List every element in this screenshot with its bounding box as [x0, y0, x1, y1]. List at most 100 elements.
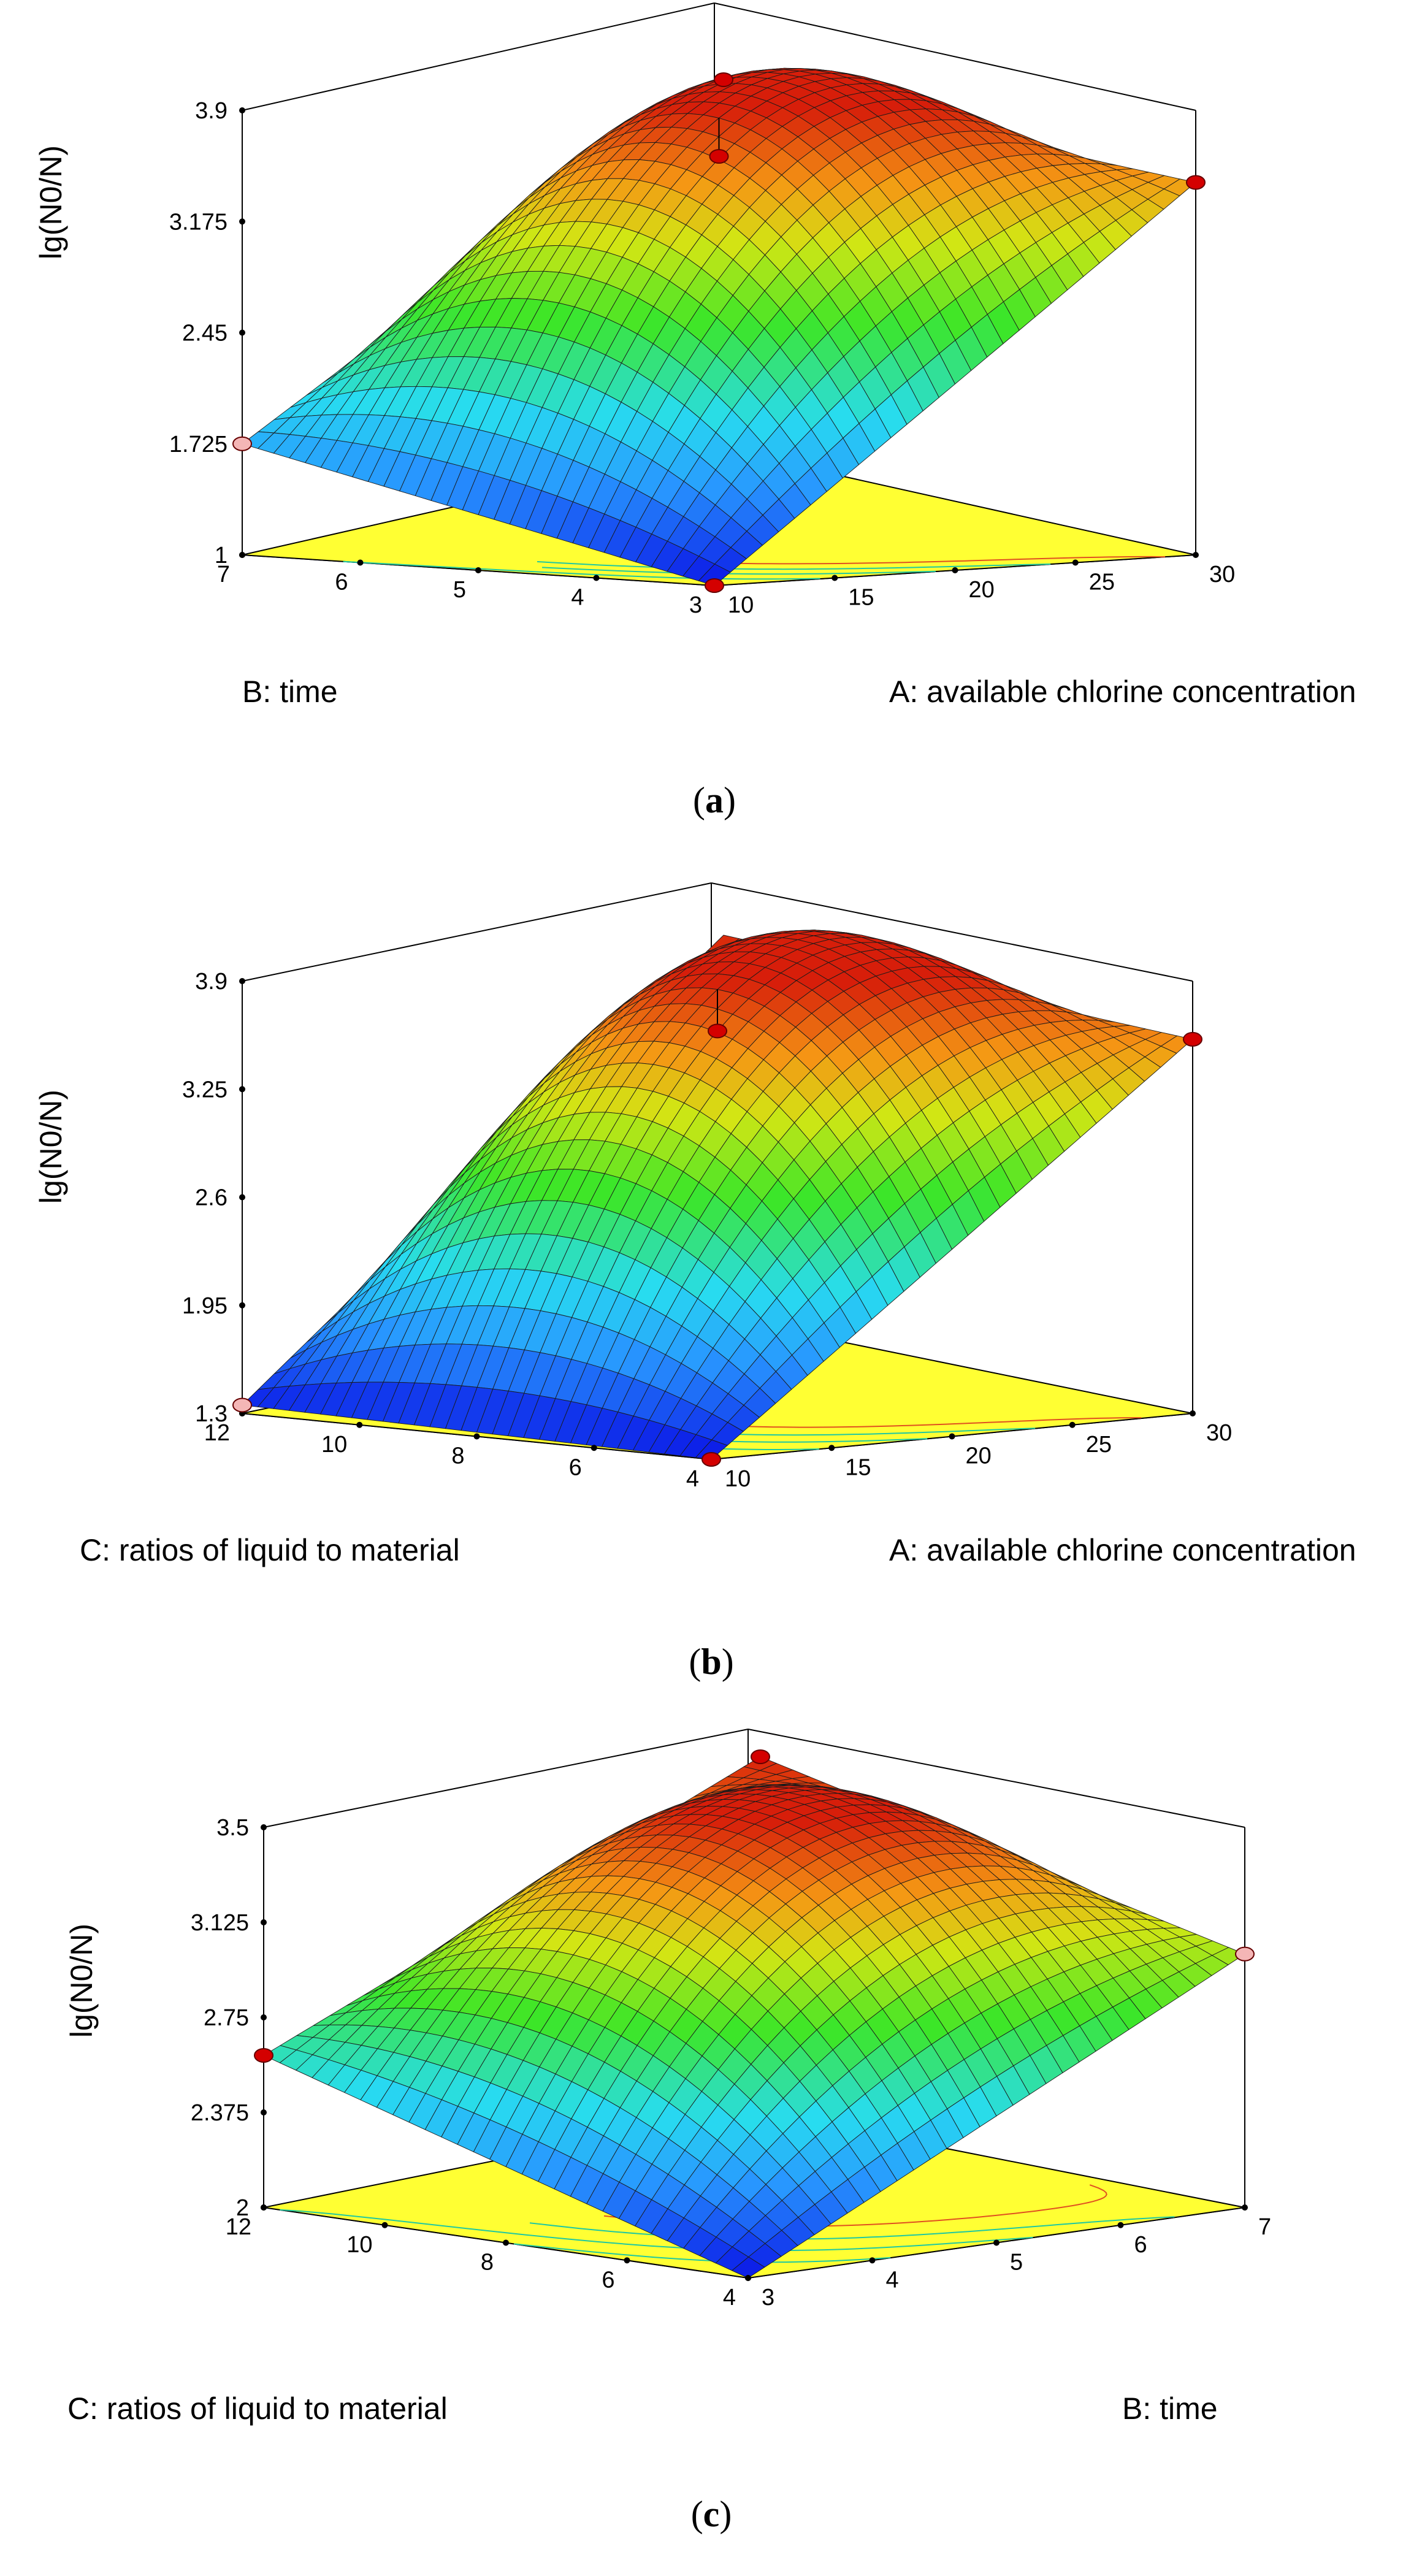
box-edge	[711, 882, 1193, 982]
box-edge	[714, 2, 1196, 111]
z-tick-label: 2.75	[204, 2005, 249, 2031]
y-tick-label: 5	[453, 577, 466, 603]
y-tick-mark	[593, 575, 600, 581]
z-tick-label: 3.25	[182, 1077, 227, 1103]
response-surface	[242, 930, 1193, 1460]
x-tick-label: 5	[1010, 2250, 1023, 2276]
z-tick-label: 1.3	[195, 1401, 227, 1427]
design-point	[232, 436, 252, 451]
z-tick-mark	[261, 1919, 267, 1925]
design-point	[1186, 175, 1206, 190]
design-points	[232, 989, 1202, 1467]
design-point	[232, 1397, 252, 1413]
y-tick-mark	[503, 2239, 509, 2246]
x-tick-mark	[869, 2257, 876, 2264]
y-axis-label: C: ratios of liquid to material	[80, 1533, 460, 1567]
y-tick-label: 3	[689, 592, 702, 618]
chart-panel-a: 10 15 20 25 30 3 4 5 6 7 1 1.725 2.45 3.175 3.9 A: avai…	[0, 0, 1422, 858]
x-axis-ticks: 3 4 5 6 7	[745, 2204, 1271, 2310]
x-tick-mark	[831, 575, 838, 581]
x-axis-label: B: time	[1122, 2391, 1218, 2426]
y-tick-label: 4	[571, 585, 584, 611]
x-tick-mark	[1242, 2204, 1248, 2211]
caption-paren-open: (	[689, 1642, 701, 1682]
z-tick-label: 1	[215, 543, 227, 568]
y-tick-label: 4	[686, 1466, 699, 1492]
y-tick-mark	[381, 2222, 388, 2228]
y-tick-label: 8	[451, 1443, 464, 1469]
x-tick-label: 6	[1134, 2232, 1147, 2258]
x-tick-mark	[1193, 552, 1199, 558]
design-points	[254, 1749, 1255, 2063]
caption-paren-close: )	[719, 2494, 732, 2534]
y-tick-label: 10	[346, 2232, 372, 2258]
y-tick-mark	[745, 2275, 751, 2281]
box-edge	[747, 1729, 1245, 1828]
z-tick-mark	[239, 1194, 245, 1201]
chart-panel-c: 3 4 5 6 7 4 6 8 10 12 2 2.375 2.75 3.125 3.5 B: time C: …	[0, 1717, 1422, 2576]
box-edge	[263, 1729, 749, 1828]
z-axis-label: lg(N0/N)	[34, 1090, 68, 1204]
design-point	[701, 1452, 721, 1467]
x-tick-label: 10	[728, 592, 754, 618]
x-tick-label: 30	[1209, 562, 1235, 587]
z-tick-label: 2.45	[182, 321, 227, 346]
y-tick-label: 12	[226, 2214, 251, 2240]
contour-line	[636, 556, 1166, 565]
surface-cell	[695, 1439, 728, 1460]
design-points	[232, 72, 1206, 593]
y-tick-label: 6	[569, 1454, 582, 1480]
z-axis-ticks: 1 1.725 2.45 3.175 3.9	[169, 98, 245, 568]
y-axis-ticks: 3 4 5 6 7	[217, 552, 717, 618]
design-point	[708, 1023, 727, 1039]
caption-paren-open: (	[691, 2494, 703, 2534]
surface-plot-b: 10 15 20 25 30 4 6 8 10 121.3 1.95 2.6 3.25 3.9 A: ava…	[34, 882, 1356, 1682]
z-tick-mark	[239, 218, 245, 225]
y-tick-label: 6	[602, 2267, 614, 2293]
contour-line	[514, 2243, 891, 2263]
x-axis-ticks: 10 15 20 25 30	[708, 1410, 1232, 1492]
z-tick-label: 2	[236, 2195, 249, 2221]
z-tick-mark	[261, 1824, 267, 1830]
z-axis-ticks: 1.3 1.95 2.6 3.25 3.9	[182, 969, 245, 1427]
design-point	[751, 1749, 770, 1764]
x-tick-mark	[993, 2239, 1000, 2246]
z-tick-label: 3.5	[216, 1815, 249, 1841]
caption-paren-open: (	[693, 780, 705, 820]
x-tick-label: 30	[1206, 1420, 1232, 1446]
z-tick-mark	[239, 1086, 245, 1093]
z-tick-mark	[239, 107, 245, 113]
x-tick-label: 25	[1086, 1432, 1112, 1458]
caption-paren-close: )	[724, 780, 736, 820]
design-point	[709, 149, 729, 164]
design-point	[705, 578, 724, 593]
x-tick-label: 3	[762, 2285, 774, 2310]
caption-letter: c	[703, 2494, 720, 2534]
z-tick-label: 3.9	[195, 969, 227, 995]
box-edge	[242, 882, 712, 982]
response-surface	[242, 67, 1196, 586]
x-tick-label: 20	[969, 577, 995, 603]
response-surface	[263, 1756, 1245, 2279]
x-tick-mark	[1190, 1410, 1196, 1416]
y-tick-mark	[591, 1445, 597, 1451]
surface-cell	[698, 564, 732, 586]
z-tick-mark	[239, 552, 245, 558]
y-tick-mark	[624, 2257, 630, 2264]
panel-caption: (a)	[693, 780, 736, 820]
y-tick-mark	[356, 1421, 363, 1428]
z-tick-mark	[239, 1302, 245, 1309]
x-tick-label: 20	[966, 1443, 992, 1469]
panel-caption: (b)	[689, 1642, 733, 1682]
x-tick-mark	[949, 1433, 955, 1440]
y-axis-ticks: 4 6 8 10 12	[226, 2204, 751, 2310]
y-tick-label: 8	[481, 2250, 494, 2276]
contour-line	[280, 2209, 1033, 2252]
surface-plot-a: 10 15 20 25 30 3 4 5 6 71 1.725 2.45 3.175 3.9 A: avai…	[34, 2, 1356, 820]
y-tick-label: 12	[204, 1420, 230, 1446]
caption-letter: a	[705, 780, 724, 820]
z-tick-label: 1.95	[182, 1293, 227, 1319]
y-tick-label: 7	[217, 562, 230, 587]
design-point	[1235, 1946, 1255, 1962]
y-tick-label: 4	[723, 2285, 736, 2310]
